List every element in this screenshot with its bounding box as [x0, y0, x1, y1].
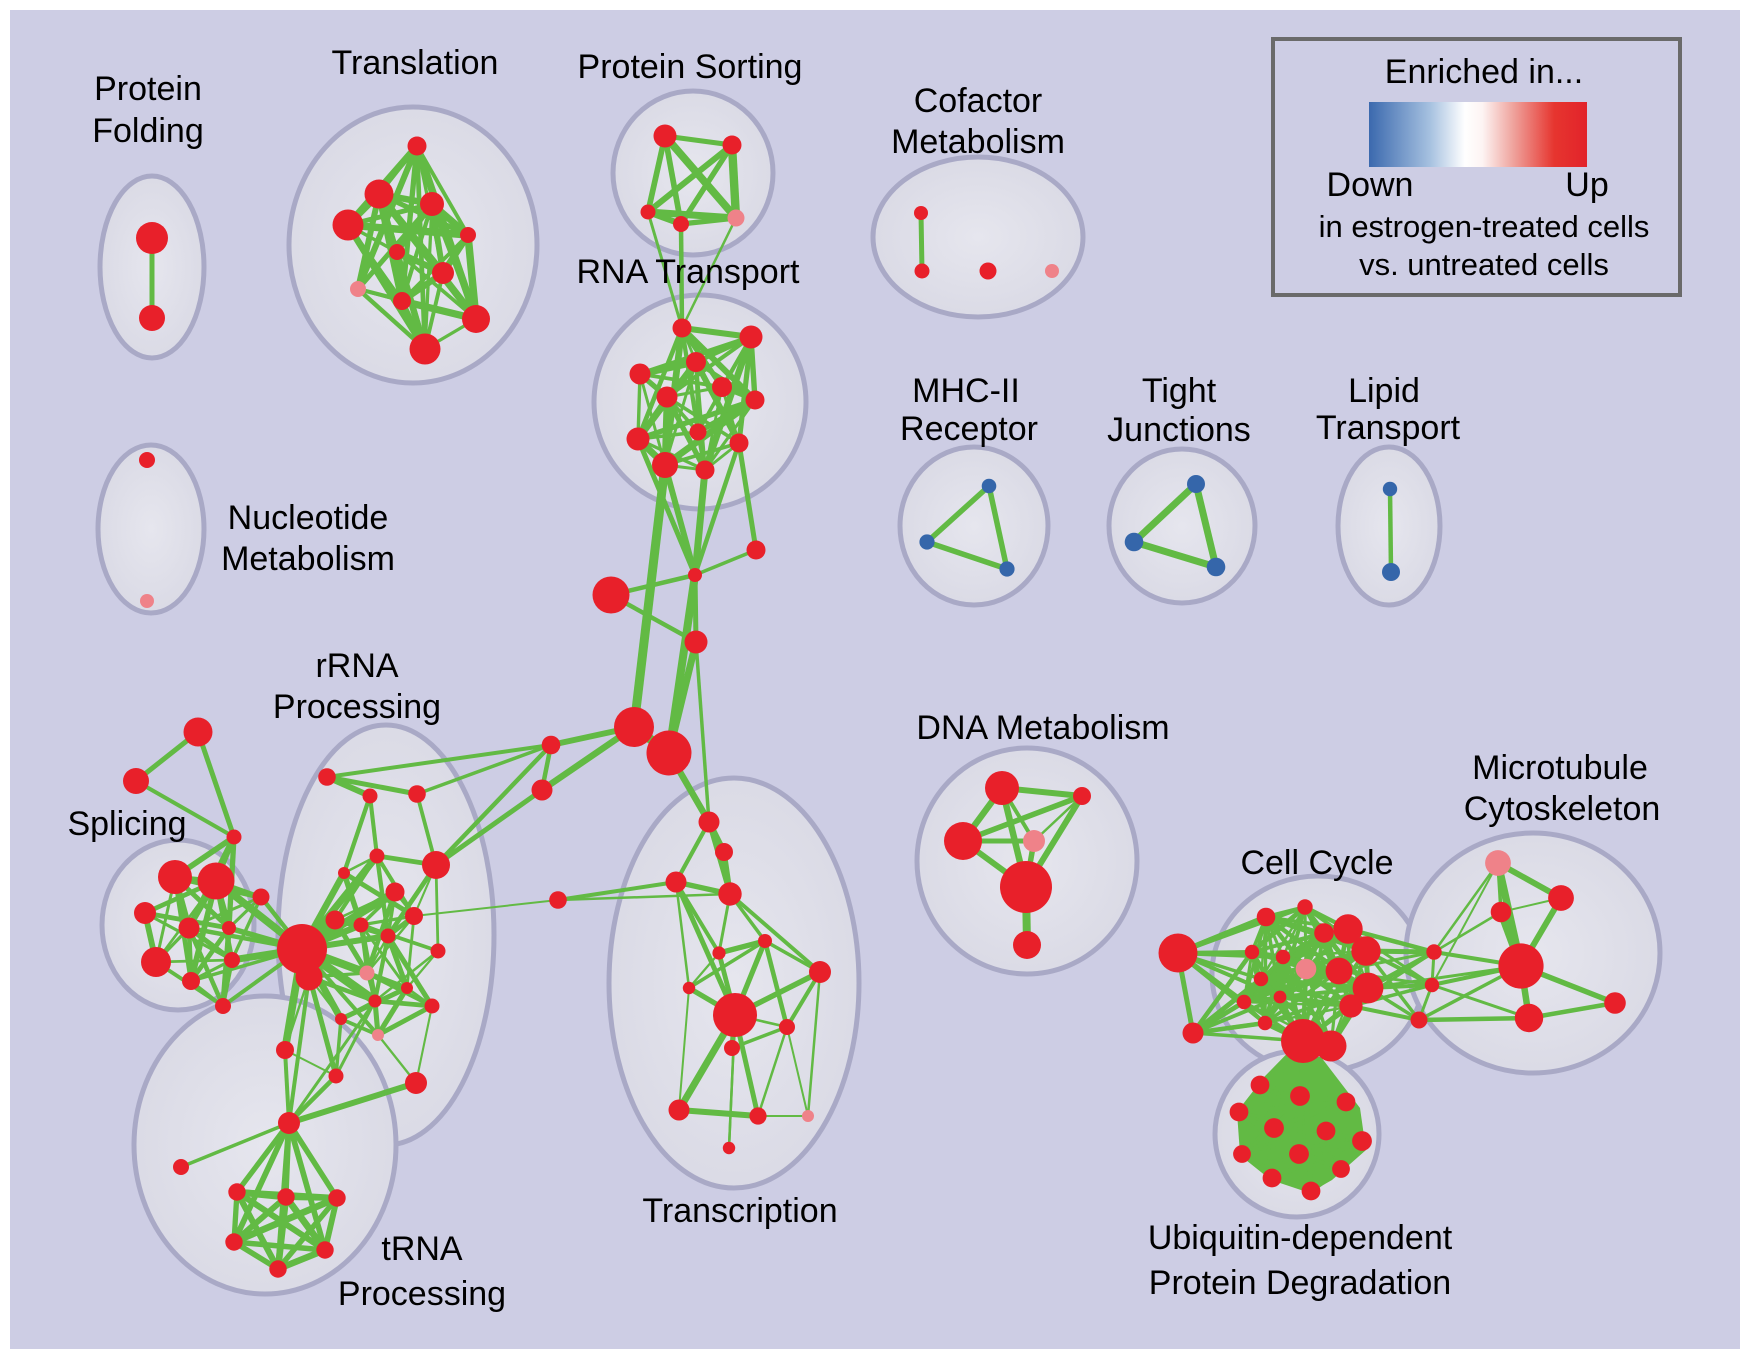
svg-text:Metabolism: Metabolism	[891, 123, 1065, 161]
svg-text:Metabolism: Metabolism	[221, 540, 395, 578]
svg-text:Protein Sorting: Protein Sorting	[578, 48, 803, 86]
svg-text:in estrogen-treated cells: in estrogen-treated cells	[1319, 209, 1650, 244]
svg-text:rRNA: rRNA	[315, 647, 398, 685]
svg-text:Processing: Processing	[273, 688, 441, 726]
svg-text:Enriched in...: Enriched in...	[1385, 53, 1583, 91]
svg-text:Processing: Processing	[338, 1275, 506, 1313]
svg-text:Translation: Translation	[332, 44, 499, 82]
svg-text:Receptor: Receptor	[900, 410, 1038, 448]
svg-text:Transcription: Transcription	[642, 1192, 837, 1230]
svg-text:Nucleotide: Nucleotide	[228, 499, 389, 537]
svg-text:Cell Cycle: Cell Cycle	[1240, 844, 1393, 882]
svg-text:Folding: Folding	[92, 112, 204, 150]
svg-text:Protein: Protein	[94, 70, 202, 108]
svg-text:Cofactor: Cofactor	[914, 82, 1043, 120]
svg-text:tRNA: tRNA	[381, 1230, 463, 1268]
svg-text:Transport: Transport	[1316, 409, 1461, 447]
svg-text:Protein Degradation: Protein Degradation	[1149, 1264, 1451, 1302]
svg-text:Lipid: Lipid	[1348, 372, 1420, 410]
svg-text:vs. untreated cells: vs. untreated cells	[1359, 247, 1609, 282]
svg-text:DNA Metabolism: DNA Metabolism	[916, 709, 1169, 747]
svg-text:Microtubule: Microtubule	[1472, 749, 1648, 787]
svg-text:Ubiquitin-dependent: Ubiquitin-dependent	[1148, 1219, 1453, 1257]
svg-text:Tight: Tight	[1142, 372, 1217, 410]
svg-text:Up: Up	[1565, 166, 1608, 204]
svg-text:RNA Transport: RNA Transport	[577, 253, 801, 291]
svg-text:Splicing: Splicing	[67, 805, 186, 843]
svg-text:Junctions: Junctions	[1107, 411, 1251, 449]
svg-text:Down: Down	[1327, 166, 1414, 204]
svg-text:Cytoskeleton: Cytoskeleton	[1464, 790, 1661, 828]
svg-text:MHC-II: MHC-II	[912, 372, 1020, 410]
